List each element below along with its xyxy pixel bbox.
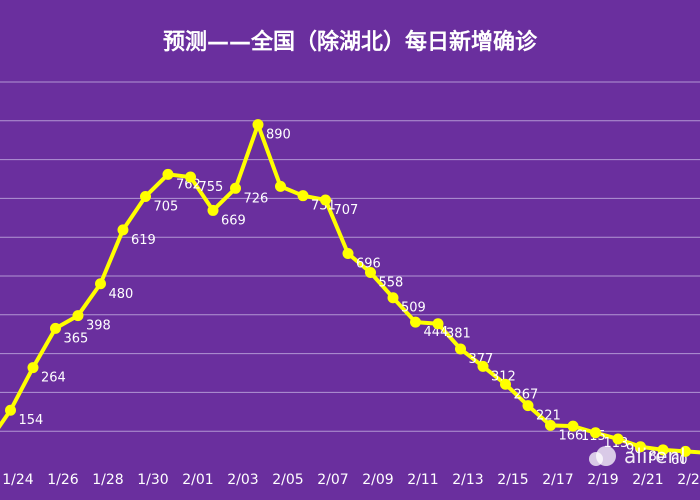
data-point (365, 267, 376, 279)
data-point (207, 204, 219, 216)
series-yellow: 1542643653984806197057627556697268907317… (0, 119, 700, 468)
data-label: 166 (559, 428, 584, 443)
data-point (27, 362, 39, 374)
x-tick-label: 2/01 (182, 472, 213, 488)
data-point (50, 322, 61, 334)
data-point (5, 404, 16, 416)
data-label: 509 (401, 301, 426, 316)
data-point (252, 119, 264, 131)
data-label: 755 (199, 180, 224, 195)
data-label: 696 (356, 256, 381, 271)
x-tick-label: 1/30 (137, 472, 168, 488)
data-label: 365 (64, 331, 89, 346)
data-label: 381 (446, 327, 471, 342)
data-point (387, 292, 399, 304)
x-tick-label: 2/17 (542, 472, 573, 488)
data-point (545, 419, 556, 431)
x-tick-label: 1/26 (47, 472, 79, 488)
data-point (320, 194, 331, 206)
data-point (72, 310, 84, 322)
data-point (275, 180, 286, 192)
data-point (432, 318, 444, 330)
data-label: 154 (19, 413, 44, 428)
x-tick-label: 2/13 (452, 472, 483, 488)
x-tick-label: 2/21 (632, 472, 663, 488)
data-point (162, 168, 174, 180)
data-label: 619 (131, 233, 156, 248)
x-tick-label: 2/11 (407, 472, 438, 488)
watermark: alirenl (589, 444, 686, 468)
x-tick-label: 2/15 (497, 472, 528, 488)
data-point (185, 171, 196, 183)
data-label: 480 (109, 287, 134, 302)
watermark-text: alirenl (624, 444, 686, 468)
data-point (342, 247, 354, 259)
data-label: 221 (536, 409, 561, 424)
data-point (500, 378, 511, 390)
data-label: 890 (266, 128, 291, 143)
data-point (117, 224, 129, 236)
x-axis-ticks: 1/24 1/26 1/28 1/30 2/01 2/03 2/05 2/07 2/09 2/11… (2, 472, 700, 488)
wechat-icon-bubble (589, 452, 603, 466)
data-point (612, 433, 624, 445)
x-tick-label: 2/07 (317, 472, 348, 488)
x-tick-label: 2/23 (677, 472, 700, 488)
x-tick-label: 2/09 (362, 472, 393, 488)
data-point (522, 400, 534, 412)
x-tick-label: 1/28 (92, 472, 123, 488)
data-label: 707 (334, 203, 359, 218)
data-point (140, 190, 151, 202)
chart-title: 预测——全国（除湖北）每日新增确诊 (163, 29, 538, 55)
data-label: 267 (514, 387, 539, 402)
x-tick-label: 2/05 (272, 472, 303, 488)
data-label: 264 (41, 371, 66, 386)
data-point (230, 182, 241, 194)
data-label: 726 (244, 191, 269, 206)
data-label: 60 (671, 453, 688, 468)
x-tick-label: 2/03 (227, 472, 258, 488)
x-tick-label: 1/24 (2, 472, 34, 488)
data-point (297, 190, 309, 202)
series-line (0, 122, 700, 455)
data-label: 669 (221, 213, 246, 228)
data-label: 398 (86, 319, 111, 334)
x-tick-label: 2/19 (587, 472, 618, 488)
data-point (567, 420, 579, 432)
data-point (657, 444, 669, 456)
data-label: 558 (379, 276, 404, 291)
data-point (635, 441, 646, 453)
gridlines (0, 81, 700, 432)
data-point (590, 427, 601, 439)
data-point (410, 316, 421, 328)
data-label: 444 (424, 325, 449, 340)
data-point (477, 360, 489, 372)
data-point (680, 445, 691, 457)
data-label: 705 (154, 199, 179, 214)
data-label: 762 (176, 177, 201, 192)
data-point (455, 343, 466, 355)
data-point (95, 278, 106, 290)
